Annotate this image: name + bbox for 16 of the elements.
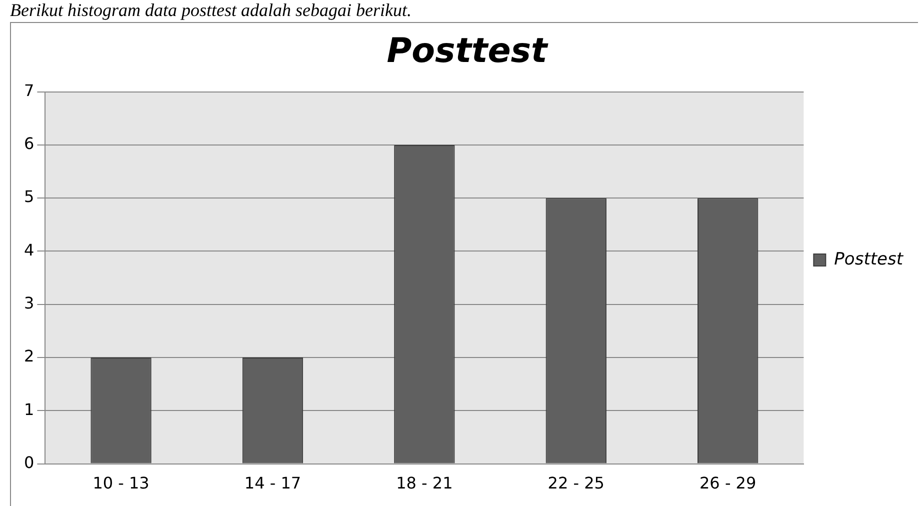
y-tick-label: 6: [24, 134, 34, 154]
x-tick-label: 22 - 25: [548, 474, 604, 493]
y-tick-label: 5: [24, 187, 34, 206]
text: Berikut histogram data posttest adalah sebagai berikut.: [10, 0, 412, 20]
y-tick-label: 1: [24, 400, 34, 419]
y-tick-label: 0: [24, 452, 34, 472]
x-tick-label: 26 - 29: [699, 474, 756, 493]
y-tick-label: 4: [24, 240, 34, 260]
y-tick-label: 7: [24, 80, 34, 100]
y-tick-label: 3: [24, 294, 34, 313]
x-tick-label: 14 - 17: [244, 474, 302, 493]
chart-title: Posttest: [386, 31, 550, 72]
legend-label: Posttest: [834, 249, 904, 270]
x-tick-label: 18 - 21: [396, 474, 453, 493]
y-tick-label: 2: [24, 346, 34, 366]
x-tick-label: 10 - 13: [92, 474, 150, 493]
